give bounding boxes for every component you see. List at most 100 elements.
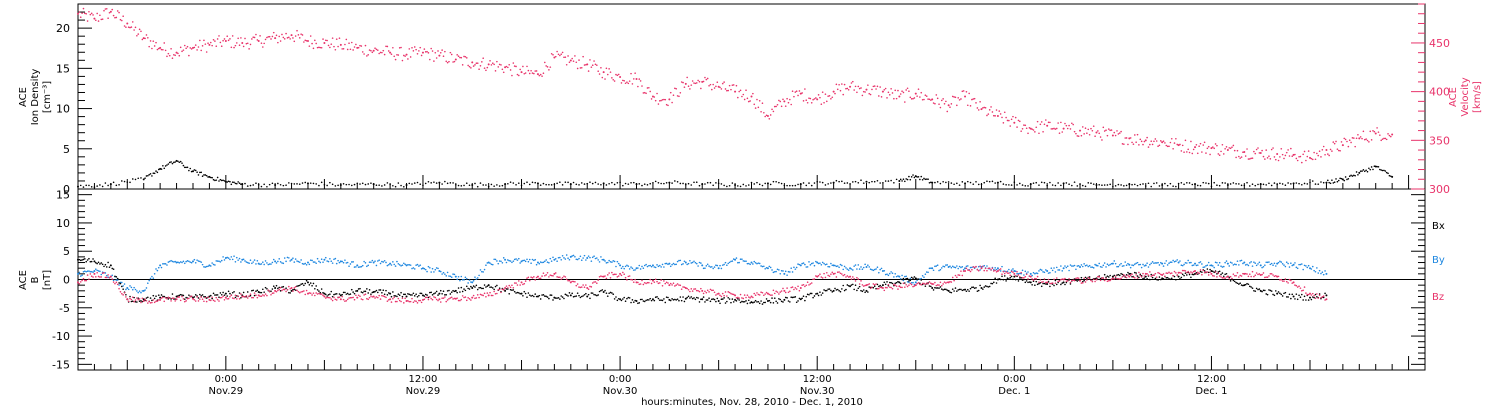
bx-sample [731, 298, 734, 300]
bz-sample [546, 271, 549, 274]
bz-sample [201, 298, 204, 301]
velocity-sample [1269, 158, 1272, 160]
bz-point [651, 279, 654, 282]
density-sample [821, 181, 824, 184]
bx-sample [1295, 293, 1298, 295]
velocity-sample [879, 86, 881, 88]
by-sample [1027, 271, 1029, 273]
bz-sample [401, 297, 404, 300]
bz-sample [89, 273, 92, 275]
velocity-point [1177, 144, 1180, 147]
velocity-sample [1147, 146, 1150, 148]
by-sample [809, 264, 812, 266]
velocity-sample [296, 29, 298, 32]
density-point [602, 182, 605, 185]
by-sample [230, 256, 233, 258]
density-point [274, 183, 277, 186]
bx-sample [565, 294, 568, 296]
bx-sample [353, 292, 356, 295]
density-sample [149, 173, 152, 175]
bz-point [77, 281, 79, 284]
by-point [799, 264, 802, 267]
bz-sample [475, 297, 478, 299]
bz-sample [193, 299, 196, 301]
by-sample [836, 265, 839, 267]
bz-point [191, 297, 194, 300]
velocity-sample [517, 74, 520, 77]
bz-sample [563, 275, 565, 277]
velocity-sample [702, 80, 705, 83]
velocity-sample [656, 92, 658, 95]
bx-sample [930, 285, 932, 288]
bz-sample [910, 283, 913, 286]
bz-sample [867, 283, 869, 286]
bx-sample [194, 294, 197, 296]
velocity-sample [1385, 138, 1388, 141]
bz-sample [1129, 274, 1132, 277]
by-sample [141, 290, 144, 292]
by-sample [824, 263, 827, 266]
velocity-sample [320, 46, 323, 49]
density-sample [1155, 182, 1158, 184]
velocity-sample [1366, 139, 1369, 142]
bz-sample [1047, 278, 1050, 281]
by-sample [285, 260, 287, 263]
density-sample [761, 184, 764, 187]
bx-sample [709, 300, 712, 303]
bz-sample [916, 282, 918, 285]
density-sample [1125, 184, 1128, 187]
bx-sample [605, 292, 608, 294]
velocity-sample [268, 35, 271, 38]
bz-sample [418, 299, 420, 302]
legend-bz: Bz [1432, 292, 1444, 303]
by-sample [181, 261, 183, 264]
density-sample [1092, 183, 1095, 185]
density-sample [580, 182, 583, 184]
bz-sample [452, 298, 454, 300]
density-sample [168, 161, 171, 164]
by-sample [1296, 267, 1299, 270]
by-sample [909, 277, 912, 280]
bx-sample [1296, 298, 1299, 301]
density-sample [152, 172, 155, 175]
density-sample [449, 182, 452, 184]
velocity-sample [742, 93, 745, 96]
bx-sample [641, 298, 643, 301]
by-sample [125, 288, 127, 291]
density-sample [237, 181, 239, 183]
bz-sample [112, 281, 115, 283]
bx-sample [897, 280, 899, 283]
by-sample [575, 258, 578, 261]
velocity-sample [1068, 124, 1070, 127]
velocity-sample [1369, 130, 1372, 133]
velocity-sample [661, 99, 664, 101]
velocity-sample [114, 16, 116, 19]
by-sample [1294, 262, 1296, 264]
by-sample [199, 260, 201, 263]
velocity-sample [259, 35, 261, 37]
bz-sample [567, 279, 569, 282]
bz-sample [255, 294, 257, 297]
bz-sample [334, 298, 337, 301]
bz-sample [494, 292, 497, 295]
bz-sample [164, 297, 167, 299]
bz-sample [773, 292, 776, 295]
bx-sample [763, 301, 765, 304]
density-sample [630, 181, 632, 184]
by-sample [960, 266, 962, 269]
by-sample [702, 267, 705, 270]
by-sample [400, 265, 402, 267]
velocity-sample [932, 102, 935, 104]
velocity-sample [1328, 154, 1330, 157]
density-sample [575, 183, 578, 186]
velocity-sample [597, 70, 599, 72]
bx-point [372, 290, 375, 293]
by-sample [133, 286, 135, 289]
velocity-sample [386, 45, 389, 48]
bx-sample [646, 299, 649, 301]
bz-sample [242, 295, 245, 298]
velocity-sample [174, 54, 176, 57]
bx-sample [1186, 274, 1188, 276]
bz-sample [364, 293, 367, 296]
density-sample [212, 178, 215, 181]
